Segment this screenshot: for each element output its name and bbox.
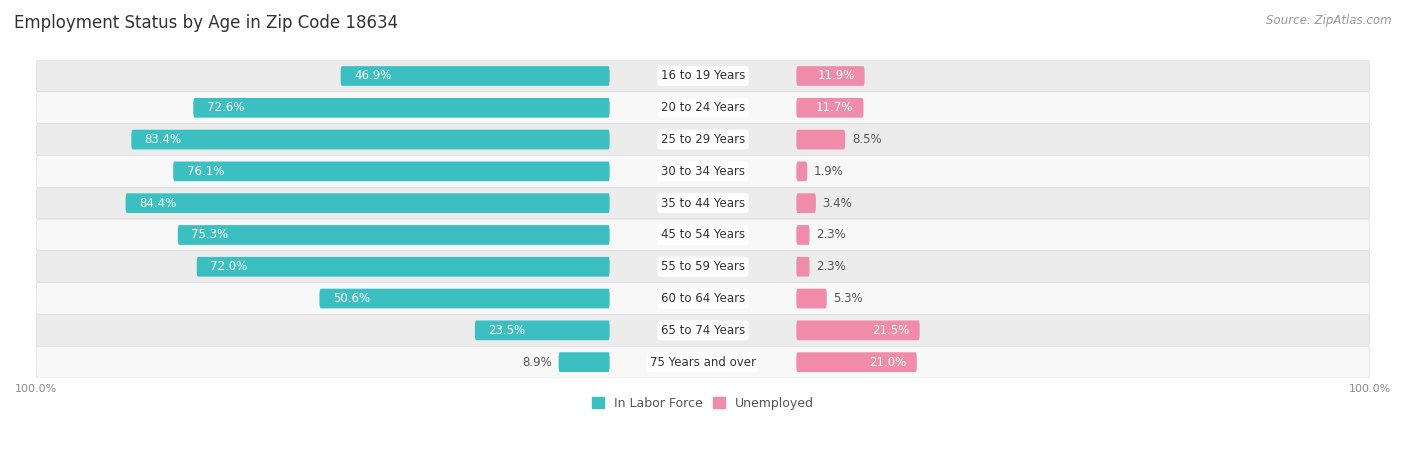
Text: 23.5%: 23.5% <box>488 324 526 337</box>
Text: 25 to 29 Years: 25 to 29 Years <box>661 133 745 146</box>
Text: 8.9%: 8.9% <box>522 356 553 368</box>
Text: 45 to 54 Years: 45 to 54 Years <box>661 229 745 241</box>
Legend: In Labor Force, Unemployed: In Labor Force, Unemployed <box>592 397 814 410</box>
Text: 3.4%: 3.4% <box>823 197 852 210</box>
FancyBboxPatch shape <box>193 98 610 118</box>
FancyBboxPatch shape <box>37 156 1369 187</box>
Text: 75 Years and over: 75 Years and over <box>650 356 756 368</box>
Text: 8.5%: 8.5% <box>852 133 882 146</box>
Text: Source: ZipAtlas.com: Source: ZipAtlas.com <box>1267 14 1392 27</box>
FancyBboxPatch shape <box>37 219 1369 251</box>
FancyBboxPatch shape <box>197 257 610 276</box>
FancyBboxPatch shape <box>37 314 1369 346</box>
FancyBboxPatch shape <box>37 92 1369 124</box>
FancyBboxPatch shape <box>796 257 810 276</box>
FancyBboxPatch shape <box>796 66 865 86</box>
FancyBboxPatch shape <box>796 161 807 181</box>
FancyBboxPatch shape <box>796 193 815 213</box>
FancyBboxPatch shape <box>173 161 610 181</box>
FancyBboxPatch shape <box>796 98 863 118</box>
FancyBboxPatch shape <box>796 225 810 245</box>
FancyBboxPatch shape <box>796 130 845 149</box>
Text: 16 to 19 Years: 16 to 19 Years <box>661 69 745 83</box>
Text: 11.7%: 11.7% <box>815 101 853 114</box>
Text: 76.1%: 76.1% <box>187 165 224 178</box>
FancyBboxPatch shape <box>796 352 917 372</box>
FancyBboxPatch shape <box>131 130 610 149</box>
FancyBboxPatch shape <box>37 251 1369 283</box>
Text: 1.9%: 1.9% <box>814 165 844 178</box>
Text: 2.3%: 2.3% <box>817 229 846 241</box>
FancyBboxPatch shape <box>37 283 1369 314</box>
Text: 35 to 44 Years: 35 to 44 Years <box>661 197 745 210</box>
Text: 60 to 64 Years: 60 to 64 Years <box>661 292 745 305</box>
Text: 75.3%: 75.3% <box>191 229 228 241</box>
Text: 83.4%: 83.4% <box>145 133 181 146</box>
FancyBboxPatch shape <box>558 352 610 372</box>
Text: 72.0%: 72.0% <box>209 260 247 273</box>
FancyBboxPatch shape <box>319 289 610 308</box>
FancyBboxPatch shape <box>37 60 1369 92</box>
FancyBboxPatch shape <box>37 124 1369 156</box>
Text: 11.9%: 11.9% <box>817 69 855 83</box>
FancyBboxPatch shape <box>125 193 610 213</box>
Text: 2.3%: 2.3% <box>817 260 846 273</box>
Text: 30 to 34 Years: 30 to 34 Years <box>661 165 745 178</box>
Text: 55 to 59 Years: 55 to 59 Years <box>661 260 745 273</box>
Text: Employment Status by Age in Zip Code 18634: Employment Status by Age in Zip Code 186… <box>14 14 398 32</box>
FancyBboxPatch shape <box>796 321 920 340</box>
Text: 46.9%: 46.9% <box>354 69 391 83</box>
Text: 20 to 24 Years: 20 to 24 Years <box>661 101 745 114</box>
FancyBboxPatch shape <box>177 225 610 245</box>
Text: 50.6%: 50.6% <box>333 292 370 305</box>
Text: 65 to 74 Years: 65 to 74 Years <box>661 324 745 337</box>
Text: 21.5%: 21.5% <box>872 324 910 337</box>
FancyBboxPatch shape <box>37 346 1369 378</box>
Text: 21.0%: 21.0% <box>869 356 907 368</box>
Text: 5.3%: 5.3% <box>834 292 863 305</box>
FancyBboxPatch shape <box>37 187 1369 219</box>
FancyBboxPatch shape <box>340 66 610 86</box>
FancyBboxPatch shape <box>475 321 610 340</box>
Text: 84.4%: 84.4% <box>139 197 176 210</box>
FancyBboxPatch shape <box>796 289 827 308</box>
Text: 72.6%: 72.6% <box>207 101 245 114</box>
